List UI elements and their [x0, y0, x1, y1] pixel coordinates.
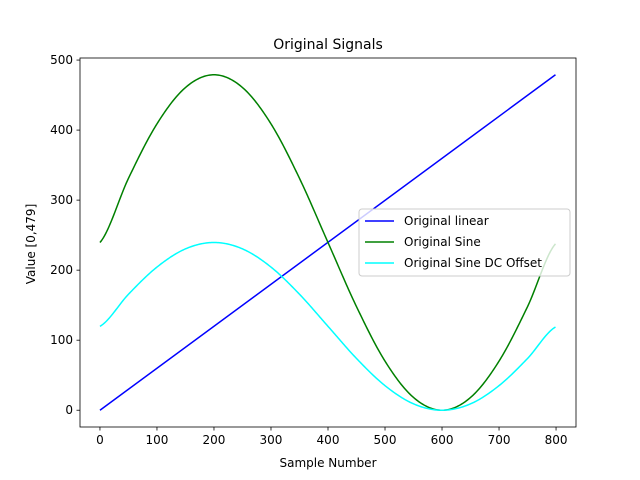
chart-title: Original Signals [273, 37, 383, 53]
x-tick-label: 800 [545, 433, 568, 447]
y-axis-label: Value [0,479] [24, 204, 38, 284]
x-axis-label: Sample Number [279, 456, 376, 470]
legend-box [358, 208, 571, 277]
y-tick-label: 400 [50, 123, 73, 137]
x-tick-label: 100 [146, 433, 169, 447]
legend-label-1: Original linear [404, 214, 489, 228]
legend-label-3: Original Sine DC Offset [404, 256, 542, 270]
y-tick-label: 100 [50, 333, 73, 347]
y-tick-label: 0 [65, 403, 73, 417]
series-line-3 [99, 241, 556, 411]
x-tick-label: 600 [431, 433, 454, 447]
series-line-2 [99, 74, 557, 411]
x-tick-label: 500 [374, 433, 397, 447]
y-tick-label: 500 [50, 53, 73, 67]
legend-label-2: Original Sine [404, 235, 481, 249]
x-tick-label: 200 [203, 433, 226, 447]
x-tick-label: 400 [317, 433, 340, 447]
y-tick-label: 200 [50, 263, 73, 277]
x-tick-label: 300 [260, 433, 283, 447]
plot-layer: 0 100 200 300 400 500 600 700 800 0 100 200 300 400 50… [50, 53, 577, 447]
x-tick-label: 700 [488, 433, 511, 447]
y-tick-label: 300 [50, 193, 73, 207]
x-tick-label: 0 [96, 433, 104, 447]
